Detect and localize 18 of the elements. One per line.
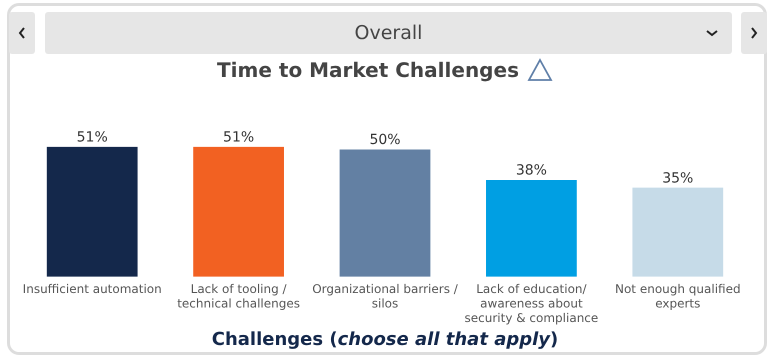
data-label: 51% <box>223 130 254 146</box>
bar <box>632 188 724 277</box>
x-axis-title: Challenges (choose all that apply) <box>210 329 560 350</box>
text: Overall <box>354 22 422 44</box>
bar <box>46 146 138 277</box>
data-label: 50% <box>369 132 401 148</box>
data-label: 35% <box>662 170 694 186</box>
x-tick-label: Not enough qualified experts <box>614 282 741 311</box>
data-label: 38% <box>516 162 547 179</box>
bar <box>486 180 577 277</box>
chart-title: Time to Market Challenges <box>217 58 519 82</box>
data-label: 51% <box>76 130 108 146</box>
x-tick-label: Lack of education/ awareness about security & compliance <box>464 282 598 325</box>
x-tick-label: Lack of tooling / technical challenges <box>177 282 300 311</box>
x-tick-label: Organizational barriers / silos <box>312 282 459 311</box>
bar <box>193 146 284 277</box>
x-tick-label: Insufficient automation <box>22 282 162 296</box>
bar <box>340 149 430 277</box>
